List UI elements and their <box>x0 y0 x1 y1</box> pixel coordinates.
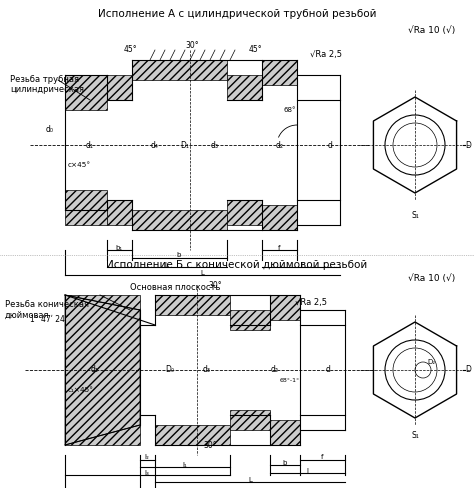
Text: f: f <box>321 454 323 460</box>
Text: D₂: D₂ <box>427 359 435 365</box>
Text: √Ra 2,5: √Ra 2,5 <box>310 50 342 60</box>
Text: d: d <box>326 366 330 374</box>
Text: √Ra 10 (√): √Ra 10 (√) <box>408 273 455 283</box>
Text: d₃: d₃ <box>203 366 211 374</box>
Text: l₄: l₄ <box>164 262 169 268</box>
Bar <box>227 200 262 225</box>
Bar <box>270 420 300 445</box>
Bar <box>230 410 270 430</box>
Text: √Ra 10 (√): √Ra 10 (√) <box>408 25 455 35</box>
Text: d₂: d₂ <box>276 141 284 149</box>
Bar <box>107 200 132 225</box>
Text: Исполнение А с цилиндрической трубной резьбой: Исполнение А с цилиндрической трубной ре… <box>98 9 376 19</box>
Text: d₃: d₃ <box>211 141 219 149</box>
Text: 45°: 45° <box>248 45 262 55</box>
Text: b: b <box>177 252 181 258</box>
Bar <box>270 295 300 320</box>
Bar <box>262 60 297 85</box>
Text: 45°: 45° <box>123 45 137 55</box>
Bar <box>65 75 107 110</box>
Text: d₀: d₀ <box>46 125 54 135</box>
Bar <box>65 190 107 225</box>
Bar <box>132 60 227 80</box>
Text: b₁: b₁ <box>116 245 123 251</box>
Text: d: d <box>328 141 332 149</box>
Text: D₀: D₀ <box>165 366 174 374</box>
Text: b: b <box>283 460 287 466</box>
Bar <box>107 75 132 100</box>
Text: S₁: S₁ <box>411 430 419 440</box>
Text: L: L <box>248 477 252 483</box>
Text: d₁: d₁ <box>86 141 94 149</box>
Text: S₁: S₁ <box>411 210 419 220</box>
Text: 30°: 30° <box>208 282 222 290</box>
Text: d₂: d₂ <box>271 366 279 374</box>
Text: l: l <box>300 262 302 268</box>
Text: l₃: l₃ <box>145 470 149 476</box>
Bar <box>262 205 297 230</box>
Text: l₂: l₂ <box>145 454 149 460</box>
Text: l₁: l₁ <box>182 462 187 468</box>
Text: √Ra 2,5: √Ra 2,5 <box>295 298 327 306</box>
Text: f: f <box>278 245 280 251</box>
Text: 30°: 30° <box>203 441 217 449</box>
Bar <box>155 295 230 315</box>
Bar <box>155 425 230 445</box>
Text: Резьба коническая
дюймовая: Резьба коническая дюймовая <box>5 300 89 320</box>
Text: d₄: d₄ <box>151 141 159 149</box>
Text: 1° 47ʹ 24ʺ: 1° 47ʹ 24ʺ <box>30 316 68 325</box>
Bar <box>230 310 270 330</box>
Text: d₁: d₁ <box>91 366 99 374</box>
Text: D₁: D₁ <box>181 141 190 149</box>
Text: 30°: 30° <box>185 41 199 49</box>
Text: 68°-1°: 68°-1° <box>280 378 300 383</box>
Text: c₁×45°: c₁×45° <box>68 387 94 393</box>
Text: Основная плоскость: Основная плоскость <box>130 283 220 291</box>
Text: L: L <box>200 270 204 276</box>
Bar <box>65 295 140 325</box>
Bar <box>227 75 262 100</box>
Text: D: D <box>465 141 471 149</box>
Bar <box>132 210 227 230</box>
Bar <box>65 415 140 445</box>
Text: 68°: 68° <box>284 107 296 113</box>
Text: c×45°: c×45° <box>68 162 91 168</box>
Text: D: D <box>465 366 471 374</box>
Text: l: l <box>306 468 308 474</box>
Text: Исполнение Б с конической дюймовой резьбой: Исполнение Б с конической дюймовой резьб… <box>106 260 368 270</box>
Polygon shape <box>65 295 140 445</box>
Text: Резьба трубная
цилиндрическая: Резьба трубная цилиндрическая <box>10 75 84 94</box>
